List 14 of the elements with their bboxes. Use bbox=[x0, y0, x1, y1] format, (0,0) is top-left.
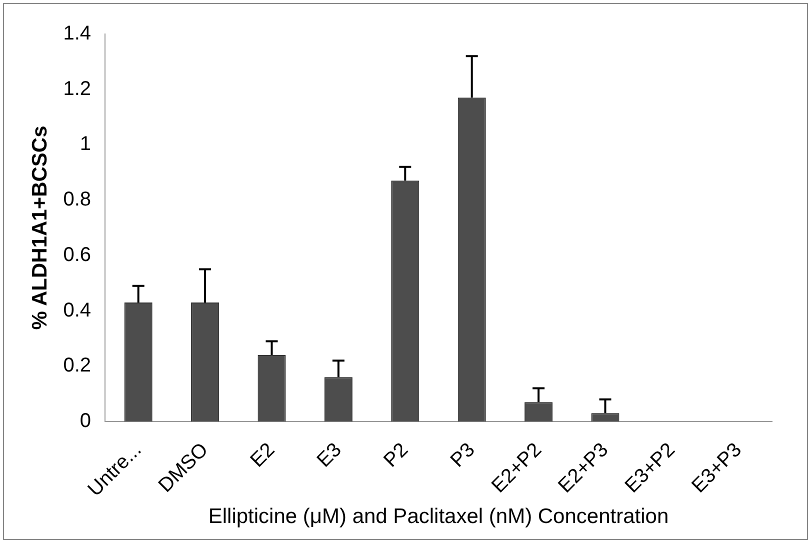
y-axis-title: % ALDH1A1+BCSCs bbox=[28, 126, 52, 330]
x-tick-label: E2 bbox=[246, 438, 280, 472]
x-tick-label: E3 bbox=[313, 438, 346, 472]
y-tick-label: 0.8 bbox=[63, 188, 92, 211]
y-tick-label: 0.2 bbox=[63, 354, 92, 377]
y-tick-label: 0 bbox=[80, 410, 92, 432]
y-tick-label: 0.6 bbox=[63, 244, 92, 266]
y-tick-label: 1.4 bbox=[63, 22, 92, 45]
y-tick-label: 1.2 bbox=[63, 78, 92, 100]
x-tick-label: P2 bbox=[380, 438, 413, 472]
x-tick-label: P3 bbox=[446, 438, 480, 472]
x-axis-title: Ellipticine (μM) and Paclitaxel (nM) Concentration bbox=[208, 505, 669, 528]
y-tick-label: 1 bbox=[80, 133, 92, 156]
y-tick-label: 0.4 bbox=[63, 299, 92, 322]
